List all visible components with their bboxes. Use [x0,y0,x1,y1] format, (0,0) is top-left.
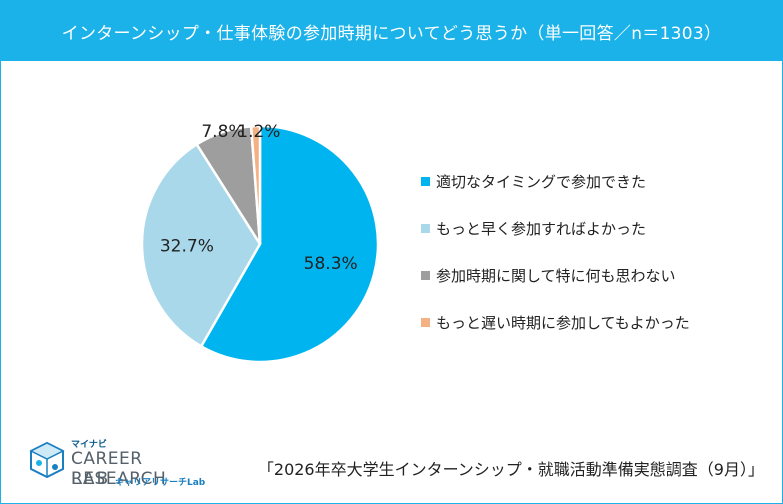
logo-lab-text: LAB [71,469,111,489]
legend-item-4: もっと遅い時期に参加してもよかった [421,312,690,333]
slice-label-4: 1.2% [237,122,280,142]
slice-label-3: 7.8% [201,122,244,142]
legend-swatch-4 [421,318,430,327]
legend-item-3: 参加時期に関して特に何も思わない [421,265,676,286]
legend-item-2: もっと早く参加すればよかった [421,218,646,239]
legend-swatch-3 [421,271,430,280]
source-note: 「2026年卒大学生インターンシップ・就職活動準備実態調査（9月）」 [257,460,764,479]
legend-label-3: 参加時期に関して特に何も思わない [436,267,676,285]
pie-slice-1 [199,124,380,364]
legend-label-1: 適切なタイミングで参加できた [436,173,647,191]
logo-main-text: CAREER RESEARCH [71,449,167,489]
legend-label-2: もっと早く参加すればよかった [436,220,647,238]
legend-label-4: もっと遅い時期に参加してもよかった [436,314,690,332]
legend-swatch-2 [421,224,430,233]
slice-label-2: 32.7% [160,237,214,257]
career-research-lab-logo: マイナビ CAREER RESEARCH LAB キャリアリサーチLab [27,437,227,493]
pie-slice-4 [249,124,262,245]
logo-sub-text: キャリアリサーチLab [115,478,206,488]
cube-logo-icon [29,441,65,479]
pie-chart: 58.3% 32.7% 7.8%1.2% [140,122,380,364]
slice-label-1: 58.3% [304,254,358,274]
logo-top-text: マイナビ [71,440,107,450]
pie-slice-2 [140,142,262,349]
legend-swatch-1 [421,177,430,186]
chart-title: インターンシップ・仕事体験の参加時期についてどう思うか（単一回答／n＝1303） [1,1,782,61]
legend-item-1: 適切なタイミングで参加できた [421,171,646,192]
